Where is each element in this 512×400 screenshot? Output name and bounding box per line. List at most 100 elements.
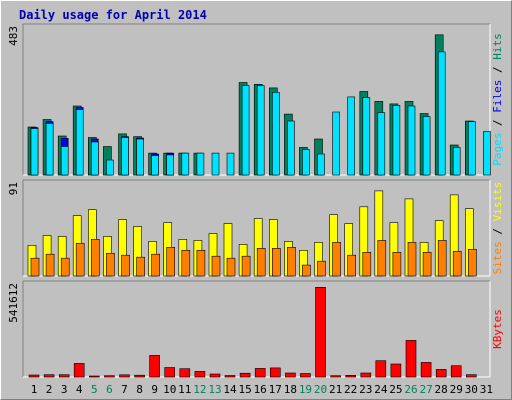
x-tick-label: 13 [208, 383, 221, 396]
legend-visits: Visits [491, 182, 504, 222]
bar-sites-day-14 [226, 257, 236, 277]
x-tick-label: 24 [374, 383, 388, 396]
bar-sites-day-20 [317, 260, 326, 277]
x-tick-label: 15 [238, 383, 251, 396]
y-max-label: 483 [7, 26, 20, 46]
x-tick-label: 31 [480, 383, 493, 396]
chart-title: Daily usage for April 2014 [19, 8, 207, 22]
bar-sites-day-7 [121, 254, 130, 277]
x-tick-label: 29 [450, 383, 463, 396]
bar-kbytes-day-19 [300, 373, 311, 378]
bar-pages-day-23 [362, 97, 371, 176]
x-tick-label: 8 [136, 383, 143, 396]
bar-kbytes-day-22 [345, 374, 357, 378]
bar-sites-day-29 [452, 251, 462, 277]
x-tick-label: 7 [121, 383, 128, 396]
bar-kbytes-day-4 [73, 363, 85, 378]
bar-pages-day-22 [347, 96, 356, 176]
bar-pages-day-7 [121, 137, 129, 176]
bar-kbytes-day-12 [194, 371, 206, 378]
x-tick-label: 1 [31, 383, 38, 396]
x-tick-label: 26 [404, 383, 417, 396]
bar-sites-day-4 [75, 243, 85, 277]
bar-pages-day-10 [166, 154, 174, 176]
bar-pages-day-25 [392, 105, 401, 176]
legend-kbytes: KBytes [491, 309, 504, 349]
bar-pages-day-13 [211, 152, 220, 176]
panel-legend: Sites / Visits [491, 182, 504, 275]
bar-pages-day-1 [30, 128, 39, 176]
bar-sites-day-11 [181, 250, 191, 277]
bar-pages-day-14 [226, 152, 235, 176]
bar-sites-day-9 [151, 253, 160, 277]
bar-kbytes-day-15 [239, 372, 251, 378]
legend-hits: Hits [491, 33, 504, 60]
x-tick-label: 27 [419, 383, 432, 396]
bar-kbytes-day-26 [405, 340, 417, 378]
bar-sites-day-13 [211, 255, 221, 277]
bar-pages-day-6 [106, 159, 114, 176]
bar-pages-day-9 [151, 155, 159, 176]
legend-sites: Sites [491, 241, 504, 274]
bar-sites-day-23 [362, 252, 372, 277]
bar-sites-day-30 [467, 249, 477, 277]
x-tick-label: 20 [314, 383, 327, 396]
bar-kbytes-day-20 [315, 286, 326, 378]
bar-sites-day-27 [422, 252, 432, 277]
x-tick-label: 12 [193, 383, 206, 396]
legend-files: Files [491, 80, 504, 113]
bar-pages-day-18 [287, 120, 295, 176]
bar-kbytes-day-21 [330, 375, 341, 378]
bar-pages-day-31 [483, 131, 491, 176]
bar-sites-day-24 [377, 240, 387, 277]
bar-kbytes-day-10 [164, 367, 175, 378]
bar-pages-day-30 [467, 121, 476, 176]
bar-sites-day-21 [332, 242, 341, 277]
bar-sites-day-3 [60, 257, 70, 277]
bar-sites-day-19 [302, 264, 311, 277]
bar-pages-day-5 [91, 141, 99, 176]
bar-kbytes-day-9 [149, 355, 160, 378]
bar-kbytes-day-30 [465, 374, 477, 378]
bar-pages-day-27 [422, 116, 431, 176]
bar-pages-day-21 [332, 111, 340, 176]
bar-kbytes-day-13 [209, 373, 221, 378]
bar-pages-day-11 [181, 152, 190, 176]
x-tick-label: 21 [329, 383, 342, 396]
y-max-label: 91 [7, 182, 20, 195]
bar-sites-day-15 [241, 255, 251, 277]
bar-kbytes-day-8 [134, 374, 145, 378]
bar-sites-day-8 [136, 256, 145, 277]
legend-separator: / [491, 113, 504, 133]
bar-kbytes-day-3 [58, 374, 70, 378]
bar-sites-day-18 [287, 247, 296, 277]
x-tick-label: 17 [269, 383, 282, 396]
x-tick-label: 30 [465, 383, 478, 396]
bar-pages-day-4 [75, 109, 84, 176]
bar-sites-day-6 [106, 253, 115, 277]
x-tick-label: 2 [46, 383, 53, 396]
legend-separator: / [491, 221, 504, 241]
x-tick-label: 4 [76, 383, 83, 396]
panel-kbytes-background [23, 281, 490, 377]
bar-pages-day-24 [377, 112, 386, 176]
x-tick-label: 10 [163, 383, 176, 396]
x-tick-label: 28 [435, 383, 448, 396]
bar-pages-day-26 [407, 105, 416, 176]
bar-kbytes-day-16 [254, 368, 266, 378]
bar-kbytes-day-7 [119, 374, 130, 378]
bar-kbytes-day-11 [179, 368, 191, 378]
x-tick-label: 9 [151, 383, 158, 396]
bar-kbytes-day-24 [375, 360, 387, 378]
bar-sites-day-12 [196, 250, 206, 277]
bar-pages-day-2 [45, 123, 54, 176]
panel-legend: KBytes [491, 309, 504, 349]
bar-pages-day-28 [437, 51, 446, 176]
bar-kbytes-day-27 [420, 362, 432, 378]
x-tick-label: 16 [254, 383, 267, 396]
x-tick-label: 11 [178, 383, 191, 396]
bar-sites-day-5 [91, 239, 100, 277]
x-tick-label: 6 [106, 383, 113, 396]
bar-kbytes-day-14 [224, 375, 236, 378]
